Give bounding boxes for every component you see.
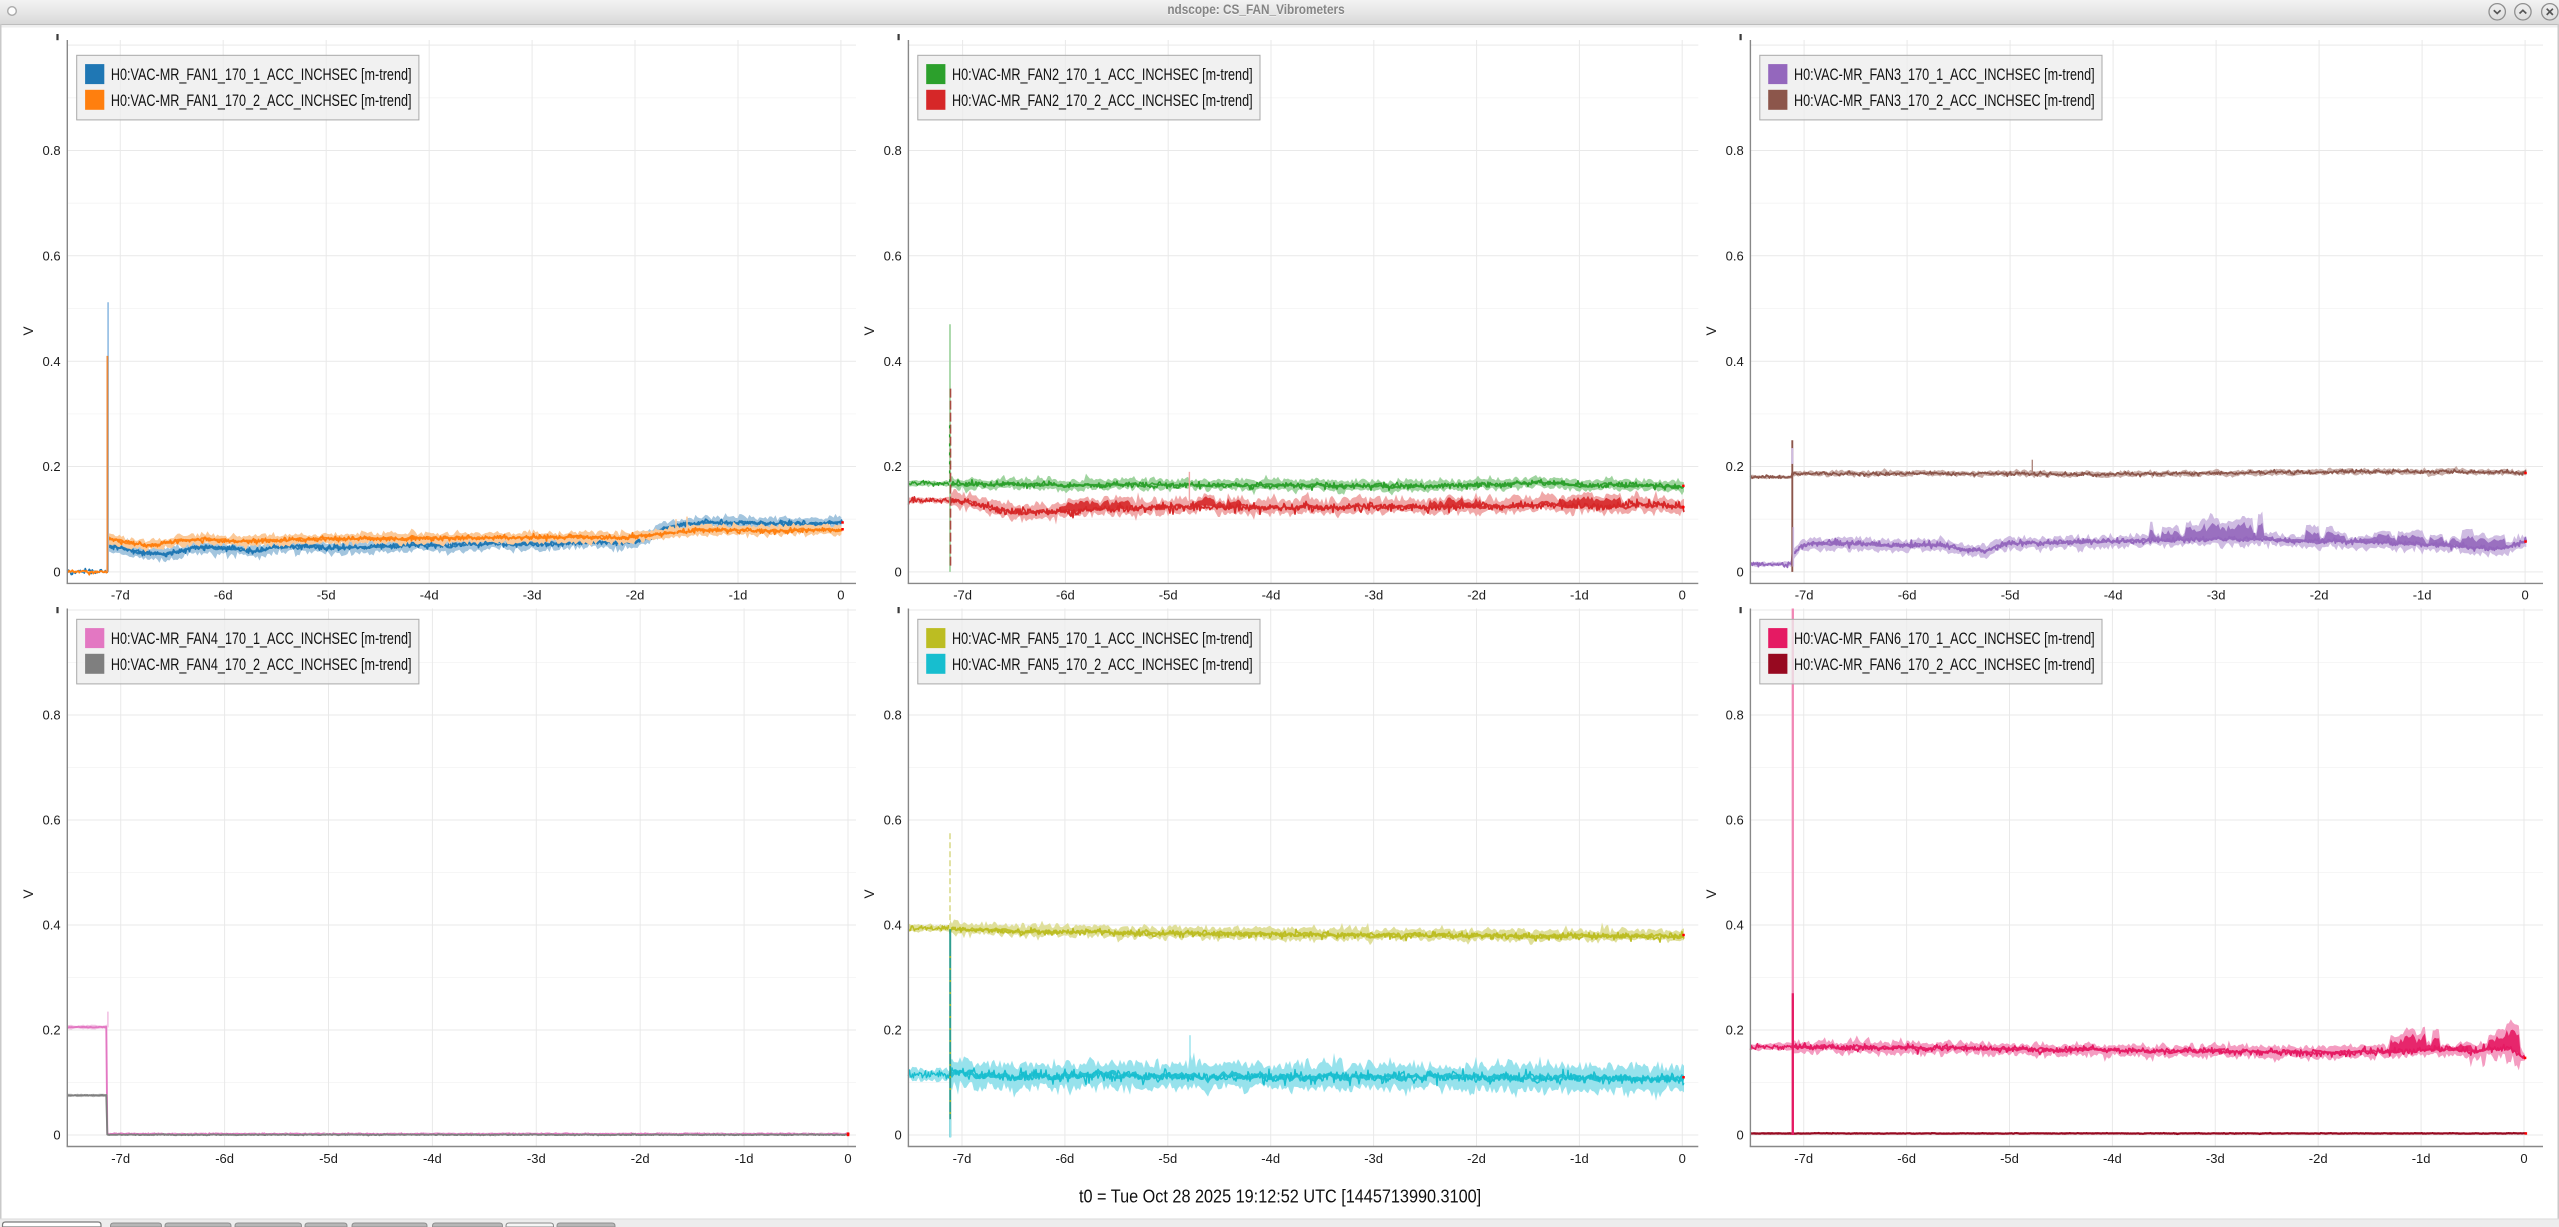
svg-text:0: 0 (53, 1128, 60, 1143)
svg-text:-4d: -4d (423, 1151, 442, 1166)
svg-text:-4d: -4d (1261, 1151, 1280, 1166)
svg-text:0.2: 0.2 (43, 1023, 61, 1038)
svg-text:0.8: 0.8 (43, 708, 61, 723)
svg-text:0.2: 0.2 (43, 459, 61, 474)
svg-text:-2d: -2d (631, 1151, 650, 1166)
svg-text:0: 0 (1679, 588, 1686, 603)
svg-text:-6d: -6d (1056, 1151, 1075, 1166)
svg-text:0.4: 0.4 (1726, 354, 1744, 369)
svg-text:-2d: -2d (1467, 588, 1486, 603)
svg-text:-1d: -1d (2413, 588, 2432, 603)
svg-text:-6d: -6d (215, 1151, 234, 1166)
svg-text:-4d: -4d (1262, 588, 1281, 603)
svg-text:0.6: 0.6 (43, 248, 61, 263)
svg-text:0.8: 0.8 (1726, 708, 1744, 723)
svg-text:0.2: 0.2 (1726, 459, 1744, 474)
svg-text:V: V (862, 889, 877, 898)
svg-text:H0:VAC-MR_FAN6_170_2_ACC_INCHS: H0:VAC-MR_FAN6_170_2_ACC_INCHSEC [m-tren… (1794, 656, 2095, 674)
svg-text:H0:VAC-MR_FAN3_170_1_ACC_INCHS: H0:VAC-MR_FAN3_170_1_ACC_INCHSEC [m-tren… (1794, 66, 2095, 84)
svg-text:0.2: 0.2 (884, 459, 902, 474)
svg-text:0: 0 (53, 565, 60, 580)
svg-text:V: V (21, 326, 36, 335)
svg-text:0.6: 0.6 (884, 813, 902, 828)
svg-text:-3d: -3d (1364, 588, 1383, 603)
svg-text:-2d: -2d (1467, 1151, 1486, 1166)
svg-text:H0:VAC-MR_FAN4_170_2_ACC_INCHS: H0:VAC-MR_FAN4_170_2_ACC_INCHSEC [m-tren… (111, 656, 412, 674)
svg-text:0.6: 0.6 (1726, 813, 1744, 828)
svg-text:-7d: -7d (953, 1151, 972, 1166)
svg-text:0: 0 (2521, 588, 2528, 603)
svg-text:-7d: -7d (1795, 588, 1814, 603)
svg-text:0: 0 (1736, 565, 1743, 580)
svg-text:0: 0 (894, 565, 901, 580)
svg-text:H0:VAC-MR_FAN1_170_2_ACC_INCHS: H0:VAC-MR_FAN1_170_2_ACC_INCHSEC [m-tren… (111, 92, 412, 110)
svg-text:H0:VAC-MR_FAN5_170_1_ACC_INCHS: H0:VAC-MR_FAN5_170_1_ACC_INCHSEC [m-tren… (952, 630, 1253, 648)
svg-text:-2d: -2d (2310, 588, 2329, 603)
svg-text:0.6: 0.6 (43, 813, 61, 828)
svg-text:-3d: -3d (523, 588, 542, 603)
svg-text:-7d: -7d (111, 588, 130, 603)
svg-text:0.2: 0.2 (1726, 1023, 1744, 1038)
svg-text:-5d: -5d (1159, 588, 1178, 603)
svg-text:-5d: -5d (1158, 1151, 1177, 1166)
svg-text:ndscope: CS_FAN_Vibrometers: ndscope: CS_FAN_Vibrometers (1167, 2, 1344, 17)
svg-text:-4d: -4d (420, 588, 439, 603)
svg-text:0.4: 0.4 (43, 918, 61, 933)
svg-text:-3d: -3d (527, 1151, 546, 1166)
svg-text:-3d: -3d (2206, 1151, 2225, 1166)
svg-text:V: V (21, 889, 36, 898)
svg-text:H0:VAC-MR_FAN4_170_1_ACC_INCHS: H0:VAC-MR_FAN4_170_1_ACC_INCHSEC [m-tren… (111, 630, 412, 648)
svg-text:0.4: 0.4 (1726, 918, 1744, 933)
svg-text:-6d: -6d (1898, 588, 1917, 603)
svg-text:-1d: -1d (735, 1151, 754, 1166)
svg-text:-4d: -4d (2104, 588, 2123, 603)
svg-text:V: V (862, 326, 877, 335)
svg-text:0.6: 0.6 (1726, 248, 1744, 263)
svg-text:H0:VAC-MR_FAN2_170_1_ACC_INCHS: H0:VAC-MR_FAN2_170_1_ACC_INCHSEC [m-tren… (952, 66, 1253, 84)
svg-text:ndscope: CS_FAN_Vibrometers: ndscope: CS_FAN_Vibrometers (1167, 3, 1344, 18)
svg-text:-5d: -5d (2000, 1151, 2019, 1166)
svg-text:-7d: -7d (1794, 1151, 1813, 1166)
svg-text:0.4: 0.4 (884, 354, 902, 369)
svg-text:-6d: -6d (1897, 1151, 1916, 1166)
svg-text:0: 0 (1736, 1128, 1743, 1143)
svg-text:0.6: 0.6 (884, 248, 902, 263)
svg-text:0: 0 (844, 1151, 851, 1166)
svg-text:-2d: -2d (2309, 1151, 2328, 1166)
svg-text:-2d: -2d (626, 588, 645, 603)
svg-text:H0:VAC-MR_FAN6_170_1_ACC_INCHS: H0:VAC-MR_FAN6_170_1_ACC_INCHSEC [m-tren… (1794, 630, 2095, 648)
svg-text:0.4: 0.4 (43, 354, 61, 369)
svg-text:H0:VAC-MR_FAN5_170_2_ACC_INCHS: H0:VAC-MR_FAN5_170_2_ACC_INCHSEC [m-tren… (952, 656, 1253, 674)
svg-text:-3d: -3d (2207, 588, 2226, 603)
svg-text:-6d: -6d (1056, 588, 1075, 603)
svg-text:H0:VAC-MR_FAN1_170_1_ACC_INCHS: H0:VAC-MR_FAN1_170_1_ACC_INCHSEC [m-tren… (111, 66, 412, 84)
svg-text:V: V (1704, 326, 1719, 335)
svg-text:0: 0 (2520, 1151, 2527, 1166)
svg-text:-6d: -6d (214, 588, 233, 603)
svg-text:0.8: 0.8 (1726, 143, 1744, 158)
svg-text:V: V (1704, 889, 1719, 898)
svg-text:-5d: -5d (317, 588, 336, 603)
svg-text:-1d: -1d (1570, 588, 1589, 603)
svg-text:-1d: -1d (729, 588, 748, 603)
svg-text:0: 0 (837, 588, 844, 603)
svg-text:H0:VAC-MR_FAN2_170_2_ACC_INCHS: H0:VAC-MR_FAN2_170_2_ACC_INCHSEC [m-tren… (952, 92, 1253, 110)
svg-text:0: 0 (894, 1128, 901, 1143)
svg-text:0.4: 0.4 (884, 918, 902, 933)
svg-text:0.8: 0.8 (884, 143, 902, 158)
svg-text:-7d: -7d (111, 1151, 130, 1166)
svg-text:0.8: 0.8 (884, 708, 902, 723)
svg-text:-5d: -5d (319, 1151, 338, 1166)
svg-text:-7d: -7d (953, 588, 972, 603)
svg-text:0: 0 (1679, 1151, 1686, 1166)
svg-text:-3d: -3d (1364, 1151, 1383, 1166)
svg-text:-1d: -1d (2412, 1151, 2431, 1166)
svg-text:-1d: -1d (1570, 1151, 1589, 1166)
svg-text:t0 = Tue Oct 28 2025 19:12:52: t0 = Tue Oct 28 2025 19:12:52 UTC [14457… (1079, 1187, 1481, 1207)
svg-text:0.2: 0.2 (884, 1023, 902, 1038)
svg-text:0.8: 0.8 (43, 143, 61, 158)
svg-text:-5d: -5d (2001, 588, 2020, 603)
svg-text:H0:VAC-MR_FAN3_170_2_ACC_INCHS: H0:VAC-MR_FAN3_170_2_ACC_INCHSEC [m-tren… (1794, 92, 2095, 110)
svg-text:-4d: -4d (2103, 1151, 2122, 1166)
